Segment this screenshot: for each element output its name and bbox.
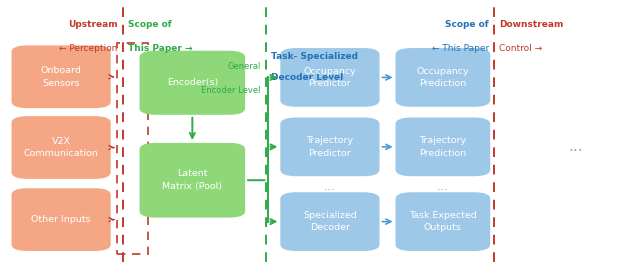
FancyBboxPatch shape	[396, 117, 490, 176]
Text: Scope of: Scope of	[128, 19, 172, 29]
Text: Specialized
Decoder: Specialized Decoder	[303, 211, 356, 232]
FancyBboxPatch shape	[12, 116, 111, 179]
Text: ...: ...	[437, 180, 449, 193]
Text: ...: ...	[324, 180, 335, 193]
FancyBboxPatch shape	[140, 143, 245, 218]
FancyBboxPatch shape	[280, 192, 380, 251]
Text: ← Perception: ← Perception	[60, 44, 118, 53]
Text: Task- Specialized: Task- Specialized	[271, 52, 358, 61]
FancyBboxPatch shape	[396, 192, 490, 251]
Text: V2X
Communication: V2X Communication	[24, 137, 99, 158]
FancyBboxPatch shape	[396, 48, 490, 107]
Text: Control →: Control →	[499, 44, 542, 53]
Text: Decoder Level: Decoder Level	[271, 73, 343, 82]
Text: Latent
Matrix (Pool): Latent Matrix (Pool)	[163, 170, 222, 191]
Text: Trajectory
Predictor: Trajectory Predictor	[307, 136, 353, 158]
Text: ...: ...	[569, 139, 583, 154]
Text: Other Inputs: Other Inputs	[31, 215, 91, 224]
Text: Trajectory
Prediction: Trajectory Prediction	[419, 136, 467, 158]
Text: Downstream: Downstream	[499, 19, 564, 29]
Text: Encoder(s): Encoder(s)	[166, 78, 218, 87]
FancyBboxPatch shape	[140, 51, 245, 115]
Text: Occupancy
Prediction: Occupancy Prediction	[417, 67, 469, 88]
Text: Onboard
Sensors: Onboard Sensors	[41, 66, 81, 88]
Text: Task Expected
Outputs: Task Expected Outputs	[409, 211, 477, 232]
Text: This Paper →: This Paper →	[128, 44, 193, 53]
FancyBboxPatch shape	[280, 117, 380, 176]
Text: Upstream: Upstream	[68, 19, 118, 29]
Text: Occupancy
Predictor: Occupancy Predictor	[303, 67, 356, 88]
Text: Encoder Level: Encoder Level	[201, 86, 260, 95]
Text: General: General	[227, 62, 260, 71]
Text: Scope of: Scope of	[445, 19, 489, 29]
FancyBboxPatch shape	[12, 188, 111, 251]
Bar	[117, 43, 148, 254]
Text: ← This Paper: ← This Paper	[432, 44, 489, 53]
Text: ...: ...	[55, 129, 67, 142]
FancyBboxPatch shape	[12, 45, 111, 108]
FancyBboxPatch shape	[280, 48, 380, 107]
